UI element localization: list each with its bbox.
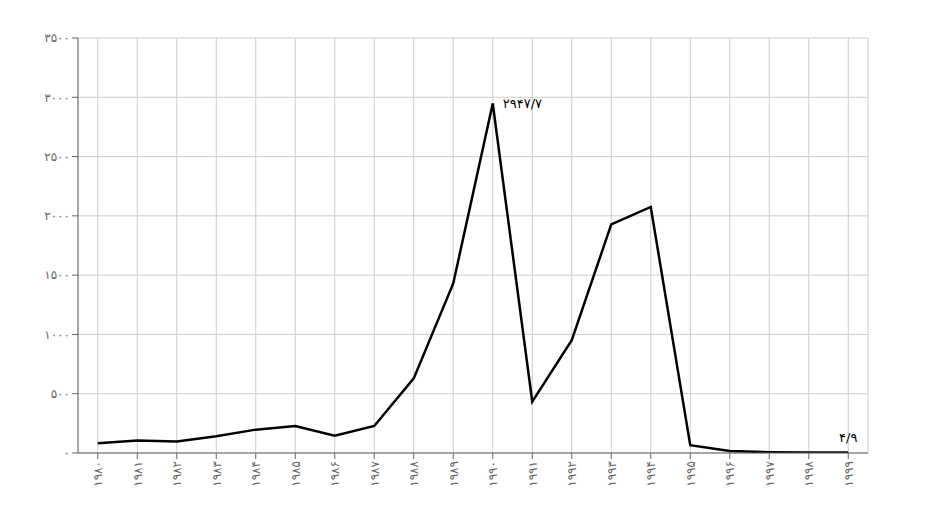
svg-text:۰: ۰	[64, 446, 70, 460]
svg-text:۱۹۸۴: ۱۹۸۴	[249, 461, 263, 487]
svg-text:۱۹۹۶: ۱۹۹۶	[723, 461, 737, 487]
svg-text:۱۰۰۰: ۱۰۰۰	[44, 328, 70, 342]
svg-text:۱۹۹۵: ۱۹۹۵	[684, 461, 698, 487]
svg-text:۱۹۹۸: ۱۹۹۸	[802, 460, 816, 486]
svg-text:۱۹۹۰: ۱۹۹۰	[486, 461, 500, 487]
svg-text:۱۹۸۰: ۱۹۸۰	[91, 461, 105, 487]
svg-text:۱۹۹۹: ۱۹۹۹	[842, 461, 856, 487]
svg-text:۱۹۸۲: ۱۹۸۲	[170, 461, 184, 487]
svg-text:۱۹۹۴: ۱۹۹۴	[644, 461, 658, 487]
svg-text:۳۰۰۰: ۳۰۰۰	[44, 91, 70, 105]
svg-text:۱۹۹۳: ۱۹۹۳	[605, 460, 619, 486]
svg-text:۱۹۸۷: ۱۹۸۷	[368, 460, 382, 486]
svg-text:۲۵۰۰: ۲۵۰۰	[44, 150, 70, 164]
svg-text:۵۰۰: ۵۰۰	[51, 387, 70, 401]
svg-text:۱۹۸۶: ۱۹۸۶	[328, 461, 342, 487]
svg-text:۳۵۰۰: ۳۵۰۰	[44, 31, 70, 45]
svg-text:۱۹۹۲: ۱۹۹۲	[565, 461, 579, 487]
svg-text:۱۹۹۱: ۱۹۹۱	[526, 461, 540, 487]
svg-text:۴/۹: ۴/۹	[839, 430, 857, 445]
svg-text:۲۹۴۷/۷: ۲۹۴۷/۷	[503, 96, 542, 111]
svg-text:۱۹۸۵: ۱۹۸۵	[289, 461, 303, 487]
svg-text:۱۹۸۱: ۱۹۸۱	[131, 461, 145, 487]
svg-text:۱۵۰۰: ۱۵۰۰	[44, 268, 70, 282]
svg-text:۱۹۸۹: ۱۹۸۹	[447, 461, 461, 487]
svg-text:۱۹۸۳: ۱۹۸۳	[210, 460, 224, 486]
svg-text:۱۹۸۸: ۱۹۸۸	[407, 460, 421, 486]
svg-text:۱۹۹۷: ۱۹۹۷	[763, 460, 777, 486]
svg-text:۲۰۰۰: ۲۰۰۰	[44, 209, 70, 223]
